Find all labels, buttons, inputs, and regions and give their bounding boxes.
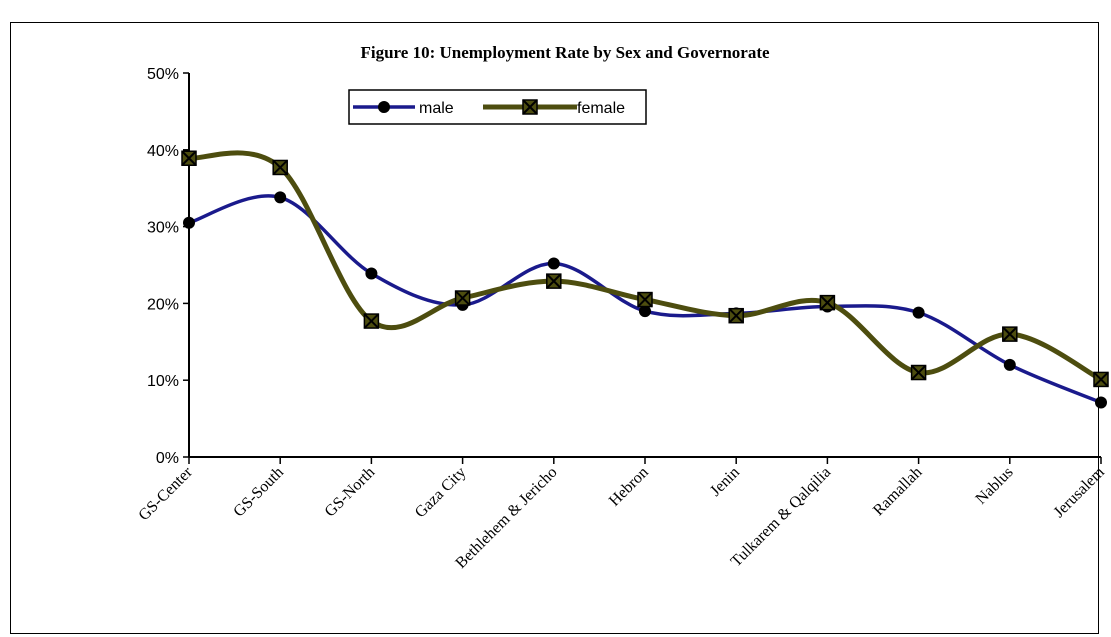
legend: male female: [348, 89, 647, 125]
y-tick-label: 0%: [156, 450, 179, 467]
data-point-female: [637, 291, 653, 308]
x-tick-label: Jenin: [707, 464, 743, 500]
data-point-male: [547, 257, 560, 270]
series-line-male: [188, 194, 1102, 405]
legend-label-female: female: [577, 100, 625, 117]
series-female: [181, 150, 1109, 388]
x-tick-label: Ramallah: [870, 464, 925, 519]
data-point-female: [546, 273, 562, 289]
legend-label-male: male: [419, 100, 454, 117]
x-tick-label: GS-North: [322, 464, 379, 521]
series-layer: [181, 150, 1109, 409]
series-male: [183, 191, 1107, 409]
x-tick-label: Hebron: [606, 464, 652, 510]
x-tick-label: Tulkarem & Qalqilia: [728, 464, 835, 571]
x-tick-label: Jerusalem: [1051, 463, 1109, 521]
data-point-male: [639, 305, 651, 318]
series-line-female: [188, 150, 1103, 382]
x-tick-label: Bethlehem & Jericho: [452, 464, 560, 572]
data-point-female: [181, 150, 197, 166]
data-point-male: [183, 216, 195, 229]
y-tick-label: 30%: [147, 220, 179, 237]
legend-marker-male: [378, 101, 390, 113]
data-point-male: [1095, 396, 1107, 409]
data-point-male: [365, 267, 378, 280]
y-tick-label: 10%: [147, 373, 179, 390]
legend-marker-female: [522, 99, 538, 115]
data-point-female: [1093, 371, 1109, 388]
data-point-male: [1003, 358, 1016, 371]
y-tick-label: 20%: [147, 296, 179, 313]
y-tick-label: 50%: [147, 66, 179, 83]
data-point-female: [728, 307, 744, 324]
data-point-female: [454, 290, 471, 306]
data-point-male: [912, 306, 925, 319]
chart-title: Figure 10: Unemployment Rate by Sex and …: [360, 43, 770, 62]
x-tick-label: GS-South: [230, 464, 287, 521]
data-point-female: [910, 364, 927, 381]
x-tick-label: GS-Center: [135, 463, 196, 524]
data-point-female: [363, 313, 380, 329]
y-tick-label: 40%: [147, 143, 179, 160]
data-point-male: [274, 191, 287, 204]
data-point-female: [819, 294, 836, 311]
data-point-female: [272, 159, 288, 176]
x-tick-label: Nablus: [973, 464, 1017, 508]
axes: 0% 10% 20% 30% 40% 50% GS-Center GS-South GS-Nor…: [135, 66, 1108, 572]
x-tick-label: Gaza City: [412, 464, 470, 522]
data-point-female: [1002, 326, 1018, 342]
